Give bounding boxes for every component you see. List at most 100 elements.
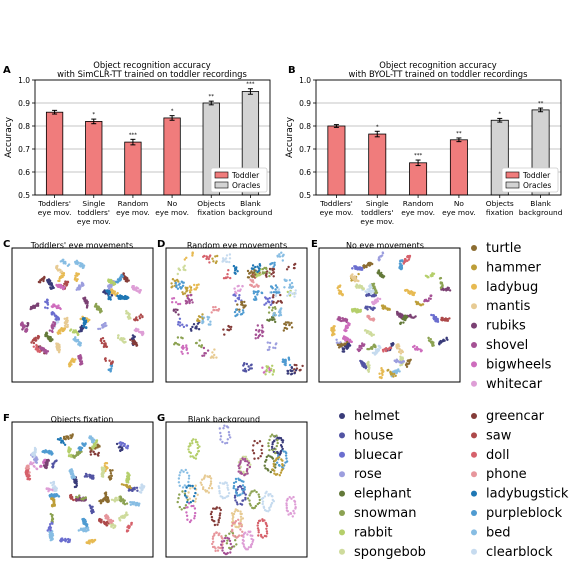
tsne-point — [368, 263, 371, 267]
tsne-point — [104, 321, 107, 325]
tsne-point — [184, 504, 188, 507]
tsne-point — [26, 469, 30, 472]
legend-swatch-a-1 — [214, 181, 229, 189]
tsne-point — [95, 440, 98, 443]
tsne-point — [274, 320, 277, 324]
x-tick-label-line: Toddlers' — [37, 199, 71, 208]
tsne-point — [260, 291, 264, 295]
tsne-point — [431, 272, 434, 275]
x-tick-label-line: Blank — [240, 199, 261, 208]
tsne-point — [190, 293, 193, 297]
tsne-point — [235, 536, 238, 539]
legend-label-bluecar: bluecar — [354, 448, 403, 463]
tsne-point — [178, 268, 182, 272]
tsne-point — [365, 264, 368, 268]
tsne-point — [172, 309, 175, 312]
bar-b-1 — [368, 133, 387, 196]
legend-marker-purpleblock — [471, 510, 477, 516]
tsne-point — [246, 497, 250, 500]
tsne-point — [276, 255, 279, 258]
tsne-point — [387, 348, 390, 351]
tsne-point — [126, 529, 130, 532]
tsne-point — [258, 264, 262, 267]
tsne-point — [108, 296, 112, 299]
tsne-point — [234, 490, 238, 494]
tsne-point — [212, 507, 215, 510]
tsne-point — [273, 263, 276, 267]
tsne-point — [294, 262, 297, 266]
tsne-point — [281, 459, 284, 462]
tsne-point — [233, 293, 236, 296]
tsne-point — [269, 493, 272, 496]
tsne-point — [365, 290, 368, 294]
tsne-points-e — [330, 251, 452, 380]
tsne-point — [51, 465, 55, 468]
tsne-point — [216, 523, 219, 526]
tsne-point — [378, 297, 382, 301]
tsne-point — [271, 286, 274, 290]
tsne-point — [84, 522, 87, 525]
tsne-point — [125, 511, 128, 514]
tsne-point — [123, 444, 126, 447]
tsne-point — [339, 290, 343, 293]
tsne-point — [193, 495, 196, 498]
x-tick-label-a-0: Toddlers' eye mov. — [37, 199, 71, 217]
tsne-point — [100, 339, 103, 343]
tsne-point — [176, 287, 180, 290]
tsne-point — [88, 539, 91, 542]
tsne-point — [171, 278, 175, 281]
tsne-point — [209, 482, 213, 485]
tsne-point — [239, 485, 243, 488]
tsne-point — [252, 292, 256, 295]
tsne-point — [91, 440, 95, 444]
tsne-point — [239, 522, 242, 525]
tsne-point — [75, 453, 79, 456]
tsne-point — [211, 355, 214, 359]
tsne-point — [358, 348, 362, 352]
tsne-point — [343, 335, 347, 339]
tsne-point — [446, 319, 450, 322]
legend-marker-snowman — [339, 510, 345, 516]
tsne-point — [287, 513, 290, 516]
y-tick-label-a: 0.9 — [18, 99, 30, 108]
tsne-point — [241, 499, 244, 502]
tsne-point — [35, 459, 38, 462]
tsne-point — [53, 460, 57, 463]
tsne-point — [429, 294, 432, 297]
tsne-point — [274, 448, 277, 451]
legend-label-saw: saw — [486, 428, 512, 443]
tsne-point — [34, 304, 38, 307]
tsne-point — [82, 529, 85, 532]
tsne-point — [78, 330, 82, 333]
tsne-point — [226, 438, 229, 441]
tsne-point — [432, 341, 435, 344]
tsne-point — [59, 328, 62, 332]
tsne-point — [100, 324, 104, 327]
tsne-point — [42, 279, 45, 283]
tsne-point — [242, 458, 245, 461]
tsne-point — [215, 308, 218, 312]
x-tick-label-b-0: Toddlers' eye mov. — [319, 199, 353, 217]
tsne-point — [48, 339, 52, 342]
tsne-point — [91, 539, 95, 543]
tsne-point — [241, 538, 245, 542]
tsne-point — [193, 507, 197, 510]
significance-label-b-2: *** — [414, 153, 423, 159]
tsne-point — [274, 451, 277, 455]
tsne-point — [186, 294, 190, 297]
legend-label-clearblock: clearblock — [486, 545, 553, 560]
tsne-point — [127, 472, 130, 476]
tsne-point — [385, 307, 388, 310]
tsne-point — [370, 286, 373, 289]
tsne-point — [337, 316, 341, 319]
tsne-point — [284, 323, 288, 326]
tsne-point — [24, 472, 28, 476]
tsne-point — [398, 350, 401, 353]
tsne-point — [240, 534, 243, 537]
tsne-point — [256, 521, 260, 525]
tsne-point — [181, 490, 184, 493]
tsne-point — [239, 520, 242, 523]
panel-letter-c: C — [3, 239, 10, 250]
tsne-point — [429, 338, 432, 341]
tsne-point — [101, 468, 104, 471]
